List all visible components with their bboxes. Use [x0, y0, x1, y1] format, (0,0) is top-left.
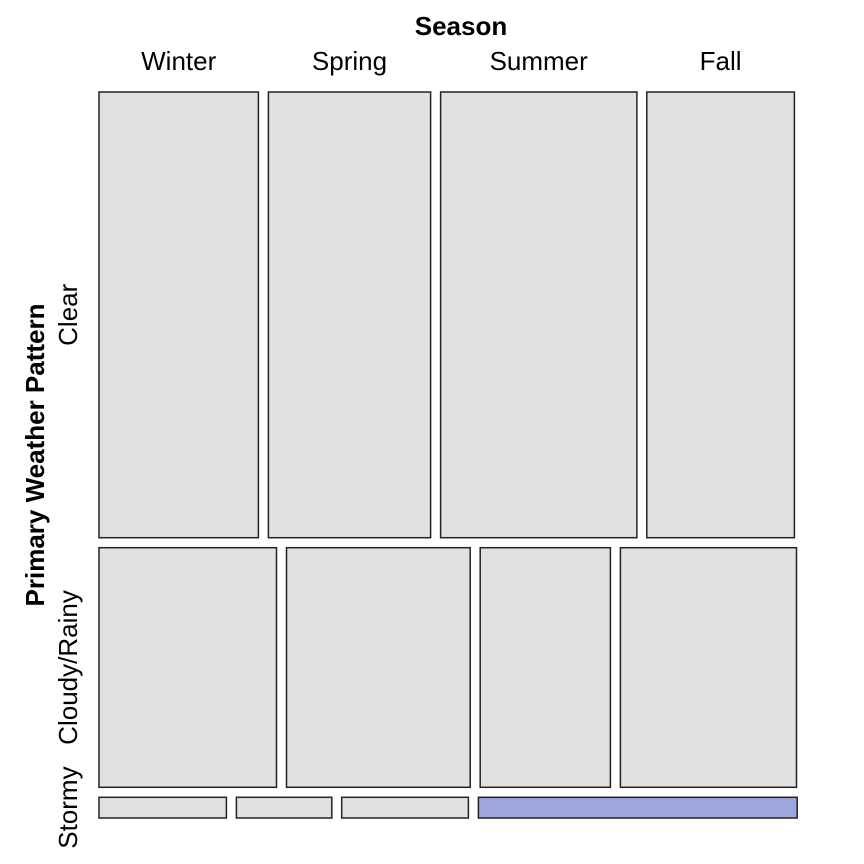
tile-cloudy-rainy-spring	[285, 546, 471, 789]
column-label-winter: Winter	[141, 46, 216, 76]
tile-stormy-summer	[340, 796, 470, 819]
x-axis-title: Season	[415, 11, 508, 41]
column-label-spring: Spring	[312, 46, 387, 76]
row-label-clear: Clear	[53, 283, 83, 345]
tile-cloudy-rainy-winter	[98, 546, 278, 789]
tile-clear-winter	[98, 91, 260, 539]
row-label-stormy: Stormy	[53, 766, 83, 848]
tile-stormy-winter	[98, 796, 228, 819]
tile-stormy-fall	[477, 796, 798, 819]
tile-stormy-spring	[235, 796, 333, 819]
row-tick-labels: Clear Cloudy/Rainy Stormy	[53, 283, 83, 848]
row-label-cloudy-rainy: Cloudy/Rainy	[53, 590, 83, 745]
tile-cloudy-rainy-summer	[479, 546, 612, 789]
tile-cloudy-rainy-fall	[619, 546, 798, 789]
y-axis-title: Primary Weather Pattern	[20, 304, 50, 607]
column-tick-labels: Winter Spring Summer Fall	[141, 46, 741, 76]
tile-clear-summer	[439, 91, 638, 539]
column-label-summer: Summer	[490, 46, 589, 76]
mosaic-tiles	[98, 91, 798, 819]
tile-clear-spring	[267, 91, 432, 539]
column-label-fall: Fall	[700, 46, 742, 76]
tile-clear-fall	[646, 91, 796, 539]
